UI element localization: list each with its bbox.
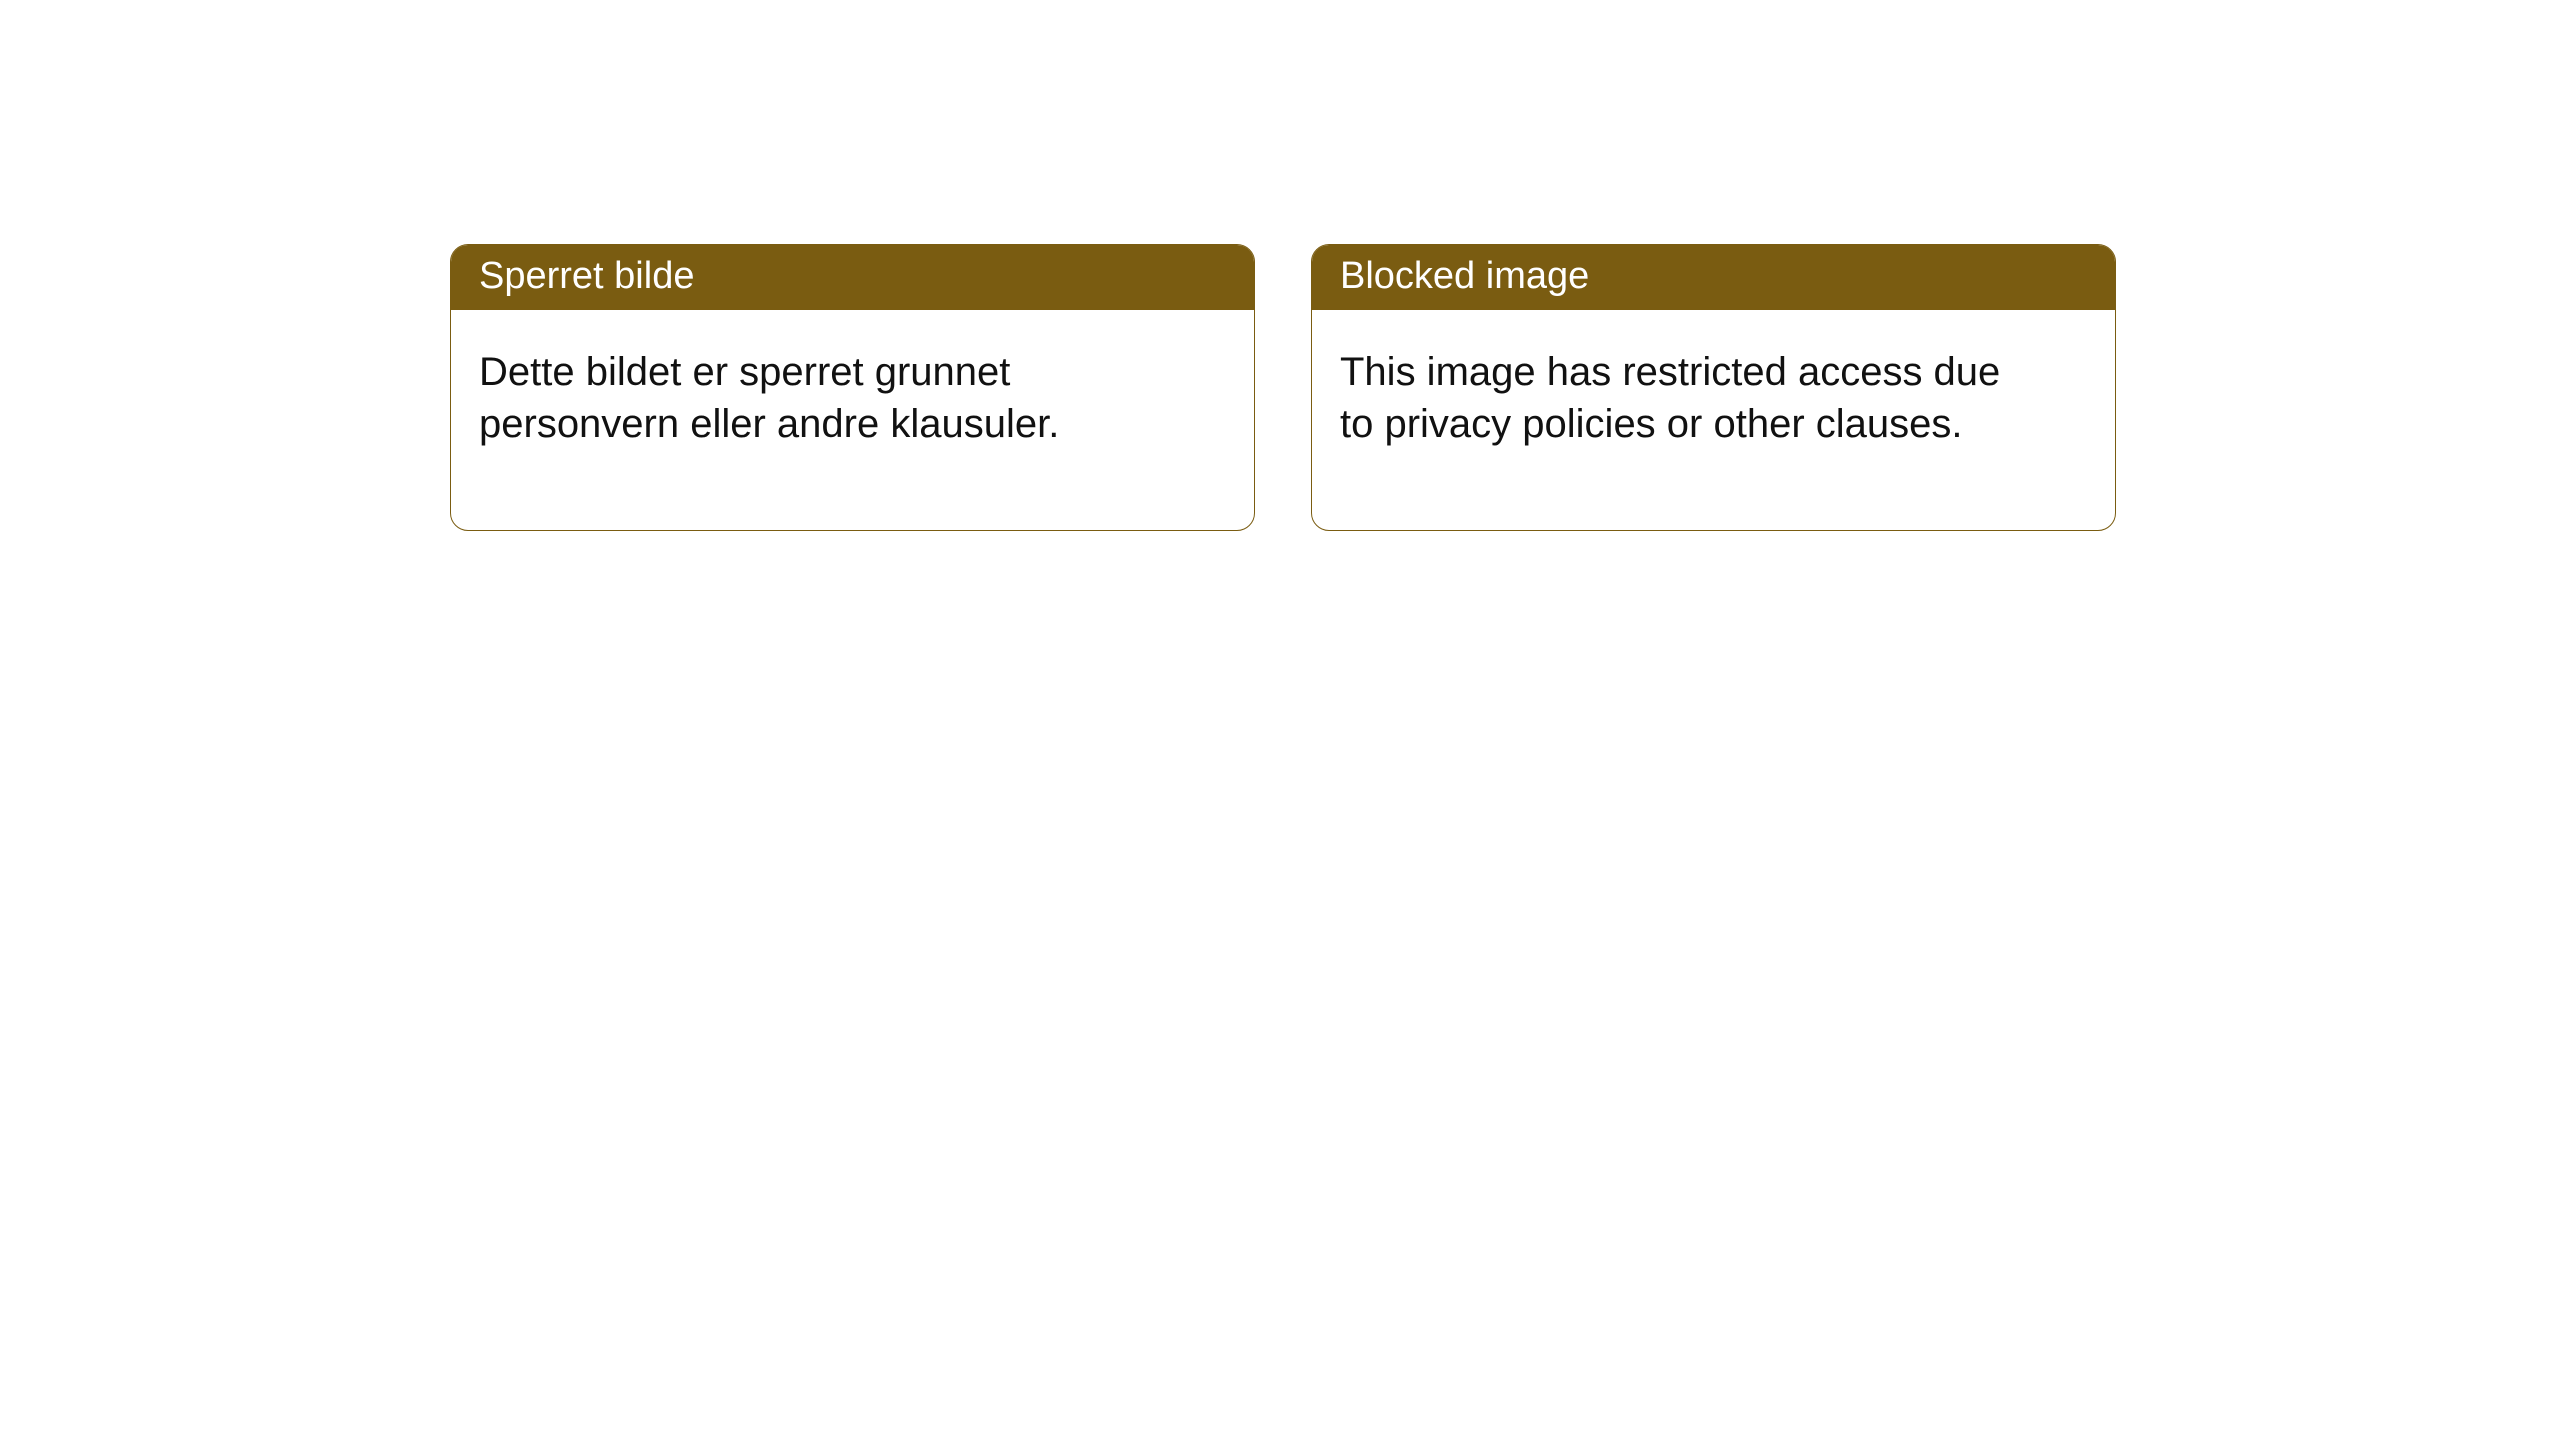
notice-container: Sperret bilde Dette bildet er sperret gr… <box>0 0 2560 531</box>
notice-body-text: Dette bildet er sperret grunnet personve… <box>479 350 1059 446</box>
notice-title: Blocked image <box>1340 255 1589 297</box>
notice-body-text: This image has restricted access due to … <box>1340 350 2000 446</box>
notice-body: This image has restricted access due to … <box>1312 310 2032 530</box>
notice-card-norwegian: Sperret bilde Dette bildet er sperret gr… <box>450 244 1255 531</box>
notice-title: Sperret bilde <box>479 255 694 297</box>
notice-card-english: Blocked image This image has restricted … <box>1311 244 2116 531</box>
notice-header: Blocked image <box>1312 245 2115 310</box>
notice-header: Sperret bilde <box>451 245 1254 310</box>
notice-body: Dette bildet er sperret grunnet personve… <box>451 310 1171 530</box>
